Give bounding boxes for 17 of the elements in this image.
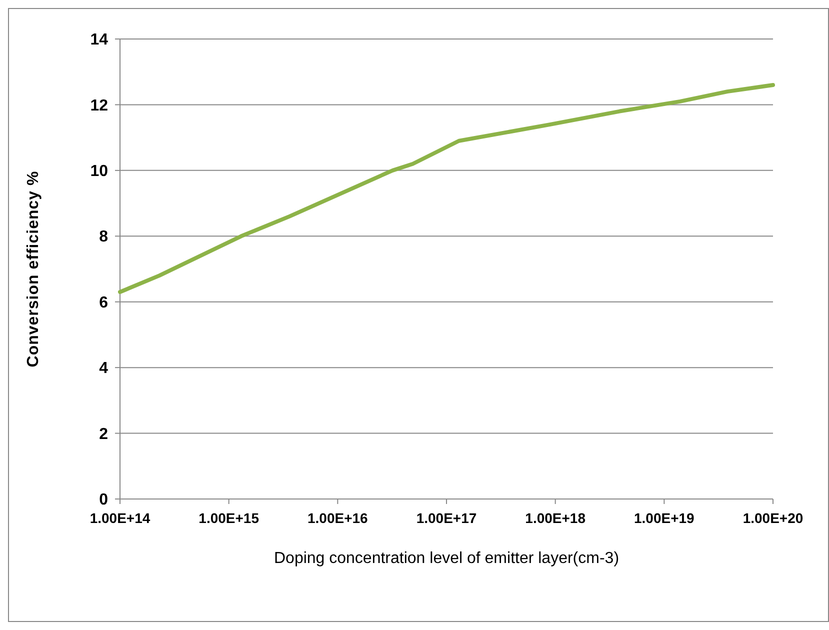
x-tick-label: 1.00E+16: [307, 510, 368, 526]
x-tick-label: 1.00E+19: [634, 510, 695, 526]
x-tick-label: 1.00E+15: [198, 510, 260, 526]
y-tick-label: 8: [99, 228, 108, 246]
x-tick-label: 1.00E+14: [90, 510, 150, 526]
x-tick-label: 1.00E+17: [416, 510, 477, 526]
y-tick-label: 4: [99, 360, 108, 378]
x-axis-title: Doping concentration level of emitter layer(cm-3): [274, 550, 620, 567]
y-tick-label: 12: [90, 97, 108, 114]
y-tick-label: 10: [90, 163, 108, 180]
y-tick-label: 14: [90, 32, 108, 49]
y-tick-label: 2: [99, 426, 108, 443]
x-tick-label: 1.00E+18: [525, 510, 586, 526]
y-tick-label: 6: [99, 294, 108, 312]
y-axis-title: Conversion efficiency %: [25, 170, 42, 368]
y-tick-label: 0: [99, 492, 108, 509]
x-tick-label: 1.00E+20: [742, 510, 804, 526]
